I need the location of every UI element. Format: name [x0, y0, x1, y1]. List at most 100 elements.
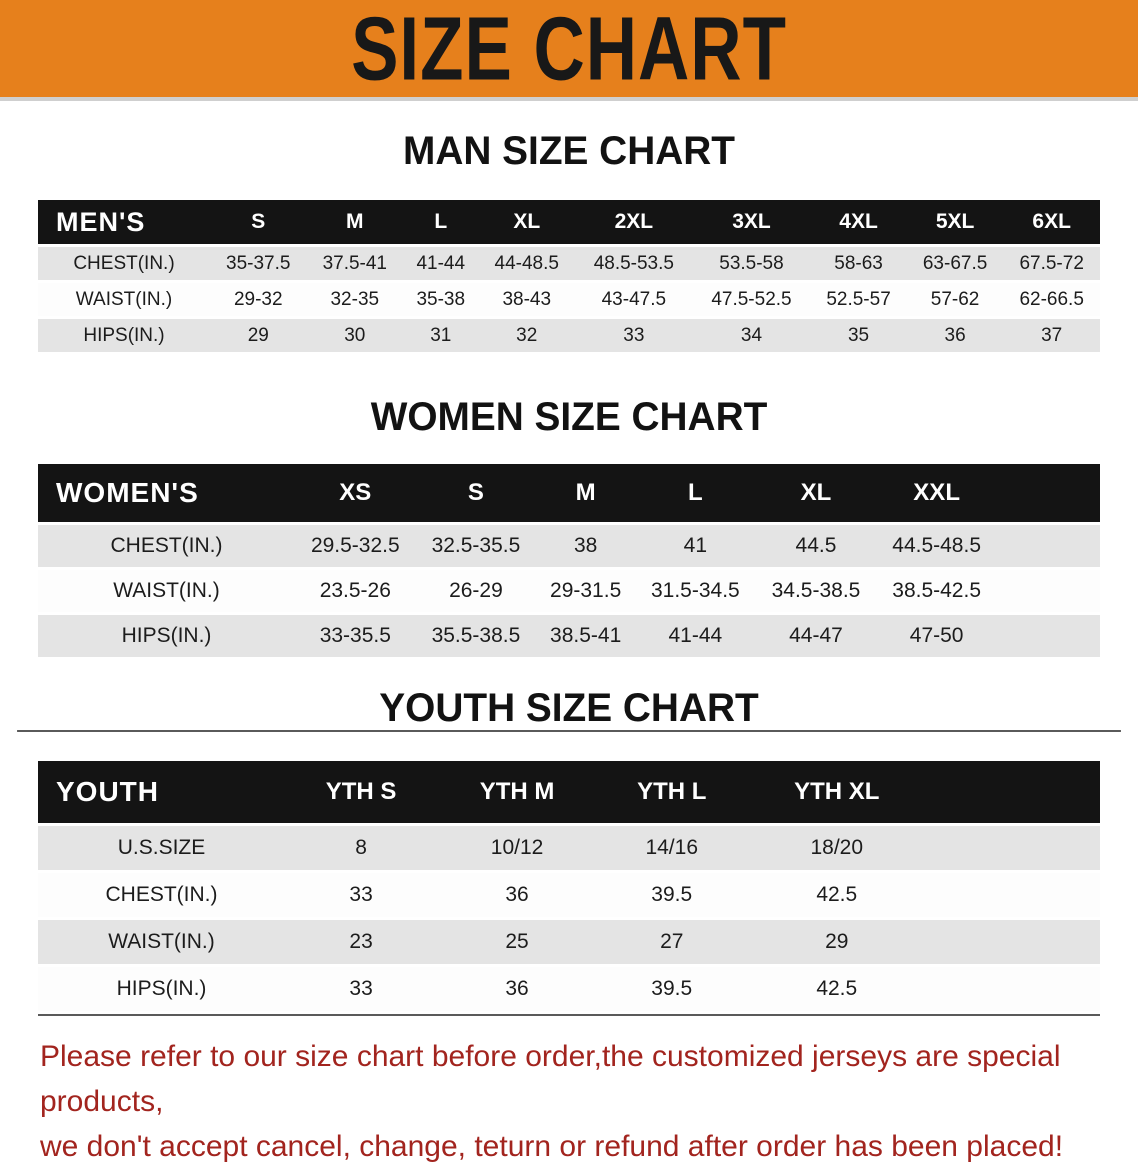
column-header: M [306, 200, 404, 244]
table-row: CHEST(IN.) 35-37.5 37.5-41 41-44 44-48.5 48.5… [38, 247, 1100, 280]
column-header: YTH M [437, 761, 597, 823]
column-header: 6XL [1003, 200, 1100, 244]
cell-value: 38-43 [478, 283, 576, 316]
cell-value: 34 [692, 319, 811, 352]
cell-value: 44-48.5 [478, 247, 576, 280]
cell-value: 30 [306, 319, 404, 352]
table-corner-label: WOMEN'S [38, 464, 295, 522]
disclaimer-line-2: we don't accept cancel, change, teturn o… [40, 1130, 1064, 1163]
cell-value: 37.5-41 [306, 247, 404, 280]
cell-value: 35-38 [403, 283, 479, 316]
cell-value: 33 [575, 319, 693, 352]
cell-value: 35 [810, 319, 907, 352]
row-label: WAIST(IN.) [38, 570, 295, 612]
cell-value: 29.5-32.5 [295, 525, 416, 567]
disclaimer: Please refer to our size chart before or… [40, 1034, 1110, 1169]
table-row: WAIST(IN.) 23 25 27 29 [38, 920, 1100, 964]
row-label: CHEST(IN.) [38, 247, 210, 280]
womens-size-table: WOMEN'S XS S M L XL XXL CHEST(IN.) 29.5-32.5 32.5… [38, 461, 1100, 660]
table-row: WAIST(IN.) 29-32 32-35 35-38 38-43 43-47.5 47.… [38, 283, 1100, 316]
cell-value: 42.5 [746, 967, 927, 1011]
cell-value: 34.5-38.5 [755, 570, 877, 612]
cell-value: 47.5-52.5 [692, 283, 811, 316]
row-label: CHEST(IN.) [38, 873, 285, 917]
cell-value: 63-67.5 [906, 247, 1004, 280]
table-row: HIPS(IN.) 33-35.5 35.5-38.5 38.5-41 41-44 44-… [38, 615, 1100, 657]
column-header: M [536, 464, 636, 522]
cell-value: 62-66.5 [1003, 283, 1100, 316]
cell-value: 48.5-53.5 [575, 247, 693, 280]
cell-value: 31 [403, 319, 479, 352]
cell-value: 39.5 [596, 967, 747, 1011]
cell-value: 25 [437, 920, 597, 964]
cell-value: 29 [746, 920, 927, 964]
row-label: U.S.SIZE [38, 826, 285, 870]
filler-cell [997, 615, 1100, 657]
filler-cell [927, 761, 1100, 823]
cell-value: 42.5 [746, 873, 927, 917]
cell-value: 36 [437, 967, 597, 1011]
cell-value: 26-29 [415, 570, 537, 612]
row-label: HIPS(IN.) [38, 615, 295, 657]
column-header: 4XL [810, 200, 907, 244]
cell-value: 38 [536, 525, 636, 567]
column-header: L [635, 464, 756, 522]
cell-value: 57-62 [906, 283, 1004, 316]
table-row: HIPS(IN.) 29 30 31 32 33 34 35 36 37 [38, 319, 1100, 352]
youth-size-table: YOUTH YTH S YTH M YTH L YTH XL U.S.SIZE 8 10/12… [38, 758, 1100, 1016]
cell-value: 53.5-58 [692, 247, 811, 280]
cell-value: 23 [285, 920, 438, 964]
column-header: 5XL [906, 200, 1004, 244]
column-header: S [210, 200, 307, 244]
cell-value: 32-35 [306, 283, 404, 316]
cell-value: 39.5 [596, 873, 747, 917]
table-row: CHEST(IN.) 29.5-32.5 32.5-35.5 38 41 44.5 44.5… [38, 525, 1100, 567]
header-row: YOUTH YTH S YTH M YTH L YTH XL [38, 761, 1100, 823]
cell-value: 14/16 [596, 826, 747, 870]
cell-value: 38.5-42.5 [876, 570, 997, 612]
cell-value: 44.5-48.5 [876, 525, 997, 567]
column-header: XL [478, 200, 576, 244]
filler-cell [997, 570, 1100, 612]
cell-value: 67.5-72 [1003, 247, 1100, 280]
cell-value: 33 [285, 873, 438, 917]
column-header: YTH L [596, 761, 747, 823]
cell-value: 31.5-34.5 [635, 570, 756, 612]
column-header: 3XL [692, 200, 811, 244]
column-header: XS [295, 464, 416, 522]
cell-value: 35-37.5 [210, 247, 307, 280]
filler-cell [927, 920, 1100, 964]
cell-value: 58-63 [810, 247, 907, 280]
section-heading-women: WOMEN SIZE CHART [370, 395, 768, 439]
cell-value: 43-47.5 [575, 283, 693, 316]
cell-value: 29-32 [210, 283, 307, 316]
cell-value: 44.5 [755, 525, 877, 567]
cell-value: 52.5-57 [810, 283, 907, 316]
row-label: WAIST(IN.) [38, 283, 210, 316]
cell-value: 44-47 [755, 615, 877, 657]
cell-value: 38.5-41 [536, 615, 636, 657]
cell-value: 41-44 [635, 615, 756, 657]
cell-value: 33 [285, 967, 438, 1011]
cell-value: 29 [210, 319, 307, 352]
cell-value: 8 [285, 826, 438, 870]
column-header: 2XL [575, 200, 693, 244]
column-header: L [403, 200, 479, 244]
table-corner-label: MEN'S [38, 200, 210, 244]
cell-value: 27 [596, 920, 747, 964]
section-heading-man: MAN SIZE CHART [403, 129, 735, 173]
header-row: MEN'S S M L XL 2XL 3XL 4XL 5XL 6XL [38, 200, 1100, 244]
table-row: HIPS(IN.) 33 36 39.5 42.5 [38, 967, 1100, 1011]
cell-value: 32.5-35.5 [415, 525, 537, 567]
table-row: U.S.SIZE 8 10/12 14/16 18/20 [38, 826, 1100, 870]
column-header: YTH S [285, 761, 438, 823]
filler-cell [927, 967, 1100, 1011]
filler-cell [927, 826, 1100, 870]
column-header: XL [755, 464, 877, 522]
cell-value: 41-44 [403, 247, 479, 280]
cell-value: 32 [478, 319, 576, 352]
column-header: S [415, 464, 537, 522]
row-label: WAIST(IN.) [38, 920, 285, 964]
column-header: YTH XL [746, 761, 927, 823]
cell-value: 29-31.5 [536, 570, 636, 612]
